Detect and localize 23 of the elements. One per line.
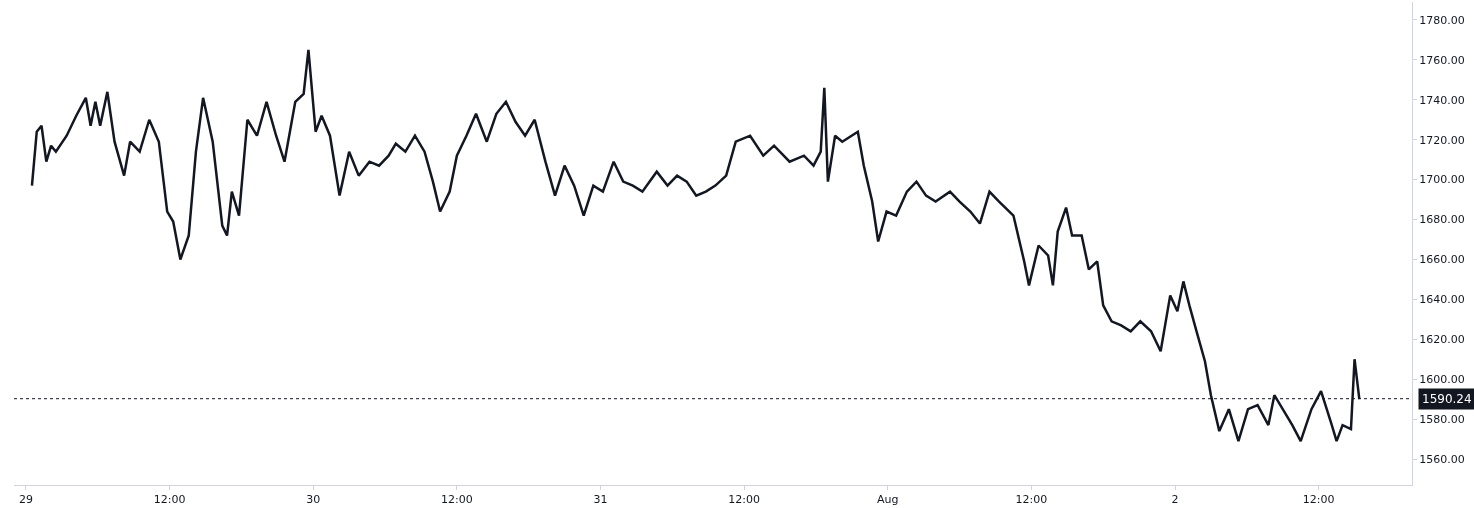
y-tick-label: 1720.00 xyxy=(1419,133,1465,147)
x-tick-label: 12:00 xyxy=(153,493,186,507)
ref-line-label: 1590.24 xyxy=(1422,392,1472,406)
y-tick-label: 1680.00 xyxy=(1419,213,1465,227)
y-tick-label: 1740.00 xyxy=(1419,93,1465,107)
y-tick-label: 1780.00 xyxy=(1419,13,1465,27)
y-tick-label: 1660.00 xyxy=(1419,253,1465,267)
y-tick-label: 1640.00 xyxy=(1419,293,1465,307)
x-tick-label: 31 xyxy=(593,493,608,507)
y-tick-label: 1700.00 xyxy=(1419,173,1465,187)
x-tick-label: 12:00 xyxy=(1302,493,1335,507)
x-tick-label: 2 xyxy=(1171,493,1179,507)
x-tick-label: 12:00 xyxy=(441,493,473,507)
y-tick-label: 1580.00 xyxy=(1419,412,1465,426)
y-tick-label: 1620.00 xyxy=(1419,333,1465,347)
x-tick-label: 12:00 xyxy=(728,493,760,507)
x-tick-label: 30 xyxy=(306,493,321,507)
x-tick-label: 29 xyxy=(18,493,33,507)
y-tick-label: 1760.00 xyxy=(1419,53,1465,67)
y-tick-label: 1600.00 xyxy=(1419,373,1465,387)
x-tick-label: Aug xyxy=(877,493,899,507)
y-tick-label: 1560.00 xyxy=(1419,452,1465,466)
x-tick-label: 12:00 xyxy=(1015,493,1048,507)
